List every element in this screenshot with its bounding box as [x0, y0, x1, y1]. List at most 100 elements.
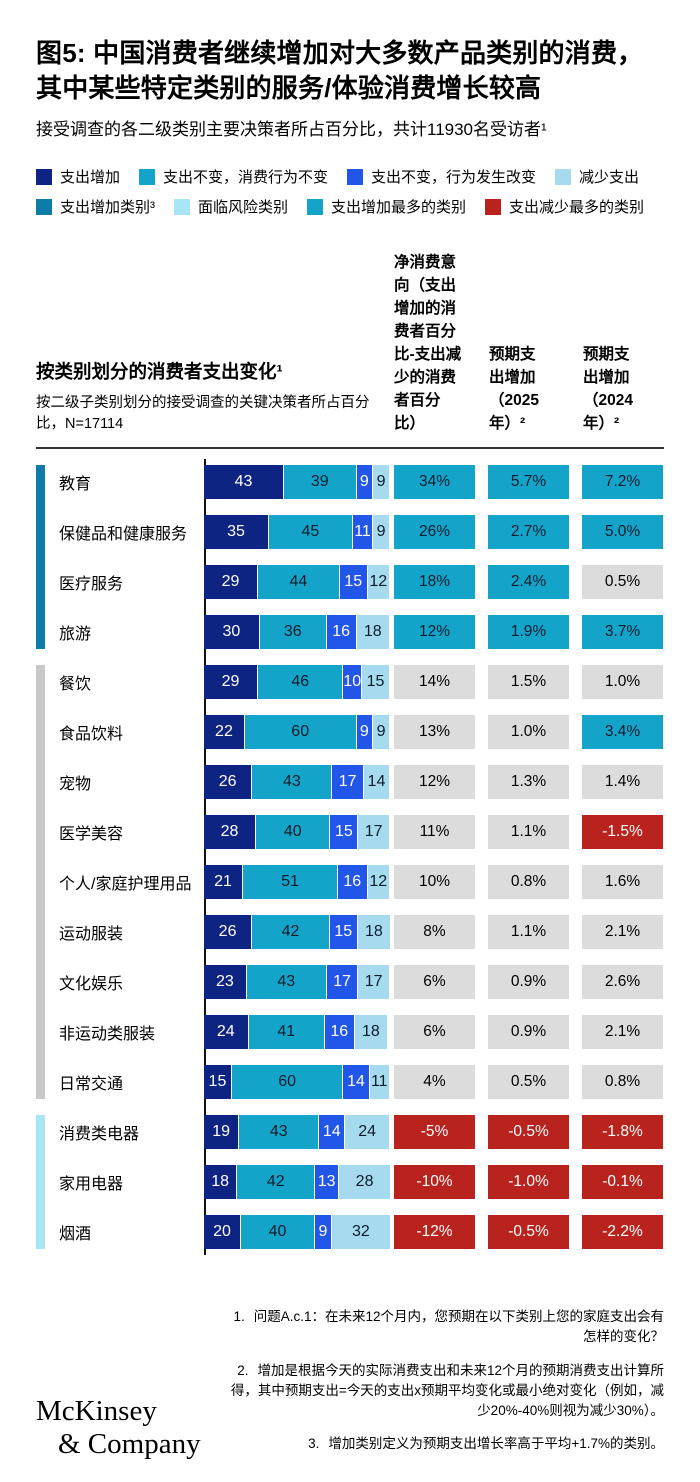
value-cell: 1.5%	[488, 665, 569, 700]
bar-segment: 41	[248, 1015, 324, 1050]
mckinsey-logo: McKinsey & Company	[36, 1395, 201, 1460]
bar-segment: 11	[352, 515, 373, 550]
legend-label: 支出减少最多的类别	[509, 199, 645, 217]
category-label: 文化娱乐	[59, 976, 124, 994]
value-cell: 1.1%	[488, 815, 569, 850]
value-cell: -12%	[394, 1215, 475, 1250]
legend-item: 支出增加最多的类别	[307, 196, 466, 217]
footnote: 1. 问题A.c.1：在未来12个月内，您预期在以下类别上您的家庭支出会有怎样的变…	[224, 1307, 664, 1348]
value-cell: 26%	[394, 515, 475, 550]
legend-row-2: 支出增加类别³ 面临风险类别 支出增加最多的类别 支出减少最多的类别	[36, 196, 664, 217]
value-cell: 0.5%	[582, 565, 663, 600]
bar-segment: 16	[326, 615, 356, 650]
bar-segment: 35	[204, 515, 269, 550]
category-row: 消费类电器 19 43 14 24 -5% -0.5% -1.8%	[36, 1107, 664, 1157]
bar-segment: 23	[204, 965, 246, 1000]
bar-segment: 15	[362, 665, 389, 700]
bar-segment: 18	[357, 915, 390, 950]
stacked-bar: 28 40 15 17	[204, 815, 390, 850]
value-cell: 0.8%	[582, 1065, 663, 1100]
legend-swatch	[307, 198, 324, 215]
value-cell: 7.2%	[582, 465, 663, 500]
value-cell: 14%	[394, 665, 475, 700]
value-cells: 6% 0.9% 2.6%	[394, 965, 663, 1000]
value-cells: 13% 1.0% 3.4%	[394, 715, 663, 750]
value-cells: 6% 0.9% 2.1%	[394, 1015, 663, 1050]
bar-segment: 9	[356, 715, 373, 750]
chart-left-header: 按类别划分的消费者支出变化¹ 按二级子类别划分的接受调查的关键决策者所占百分比，…	[36, 358, 381, 435]
value-cell: 2.4%	[488, 565, 569, 600]
category-label: 烟酒	[59, 1226, 92, 1244]
value-cell: -5%	[394, 1115, 475, 1150]
value-cells: 8% 1.1% 2.1%	[394, 915, 663, 950]
bar-segment: 36	[259, 615, 326, 650]
value-cell: -1.8%	[582, 1115, 663, 1150]
bar-segment: 29	[204, 665, 257, 700]
bar-segment: 9	[373, 515, 389, 550]
legend-label: 减少支出	[579, 169, 640, 187]
bar-segment: 28	[204, 815, 256, 850]
value-cell: 8%	[394, 915, 475, 950]
bar-segment: 16	[324, 1015, 354, 1050]
bar-segment: 15	[330, 815, 358, 850]
value-cell: 12%	[394, 765, 475, 800]
category-row: 文化娱乐 23 43 17 17 6% 0.9% 2.6%	[36, 957, 664, 1007]
page-title: 图5: 中国消费者继续增加对大多数产品类别的消费，其中某些特定类别的服务/体验消…	[36, 38, 644, 103]
footnote-text: 问题A.c.1：在未来12个月内，您预期在以下类别上您的家庭支出会有怎样的变化？	[253, 1309, 664, 1345]
value-cell: 0.5%	[488, 1065, 569, 1100]
stacked-bar: 21 51 16 12	[204, 865, 390, 900]
value-cell: -1.0%	[488, 1165, 569, 1200]
bar-segment: 13	[315, 1165, 339, 1200]
chart-left-header-title: 按类别划分的消费者支出变化¹	[36, 361, 283, 383]
footnotes: 1. 问题A.c.1：在未来12个月内，您预期在以下类别上您的家庭支出会有怎样的变…	[224, 1307, 664, 1455]
stacked-bar: 43 39 9 9	[204, 465, 390, 500]
legend-label: 面临风险类别	[198, 199, 289, 217]
value-cell: 0.9%	[488, 965, 569, 1000]
legend-swatch	[36, 198, 52, 215]
legend-label: 支出增加	[60, 169, 121, 187]
bar-segment: 21	[204, 865, 243, 900]
category-row: 教育 43 39 9 9 34% 5.7% 7.2%	[36, 457, 664, 507]
category-row: 日常交通 15 60 14 11 4% 0.5% 0.8%	[36, 1057, 664, 1107]
bar-segment: 15	[204, 1065, 231, 1100]
value-cell: 34%	[394, 465, 475, 500]
value-cell: -1.5%	[582, 815, 663, 850]
legend-item: 减少支出	[555, 166, 639, 187]
value-cells: 11% 1.1% -1.5%	[394, 815, 663, 850]
bar-segment: 18	[204, 1165, 237, 1200]
value-cell: 1.0%	[582, 665, 663, 700]
footnote-number: 2.	[237, 1362, 249, 1378]
bar-segment: 14	[343, 1065, 369, 1100]
stacked-bar: 24 41 16 18	[204, 1015, 390, 1050]
legend-swatch	[139, 168, 156, 185]
category-label: 教育	[59, 476, 92, 494]
category-group: 餐饮 29 46 10 15 14% 1.5% 1.0% 食品饮料 22 60 9 9 13% 1.0% 3.…	[36, 657, 664, 1107]
bar-segment: 18	[354, 1015, 388, 1050]
bar-segment: 16	[337, 865, 367, 900]
category-row: 旅游 30 36 16 18 12% 1.9% 3.7%	[36, 607, 664, 657]
bar-segment: 10	[343, 665, 361, 700]
category-label: 个人/家庭护理用品	[59, 876, 192, 894]
legend-swatch	[36, 168, 52, 185]
bar-segment: 26	[204, 765, 252, 800]
category-row: 医疗服务 29 44 15 12 18% 2.4% 0.5%	[36, 557, 664, 607]
bar-segment: 26	[204, 915, 252, 950]
header-divider	[36, 447, 664, 450]
value-cell: 1.6%	[582, 865, 663, 900]
bar-segment: 19	[204, 1115, 239, 1150]
bar-segment: 9	[315, 1215, 331, 1250]
stacked-bar: 22 60 9 9	[204, 715, 390, 750]
bar-segment: 17	[332, 765, 363, 800]
value-cell: 2.7%	[488, 515, 569, 550]
category-label: 宠物	[59, 776, 92, 794]
bar-segment: 44	[257, 565, 339, 600]
bar-segment: 60	[231, 1065, 343, 1100]
stacked-bar: 26 43 17 14	[204, 765, 390, 800]
value-cell: 5.0%	[582, 515, 663, 550]
value-cells: -10% -1.0% -0.1%	[394, 1165, 663, 1200]
group-indicator	[36, 465, 45, 650]
value-cells: 4% 0.5% 0.8%	[394, 1065, 663, 1100]
legend-item: 支出不变，消费行为不变	[139, 166, 328, 187]
value-cell: 11%	[394, 815, 475, 850]
chart-left-header-sub: 按二级子类别划分的接受调查的关键决策者所占百分比，N=17114	[36, 395, 370, 433]
